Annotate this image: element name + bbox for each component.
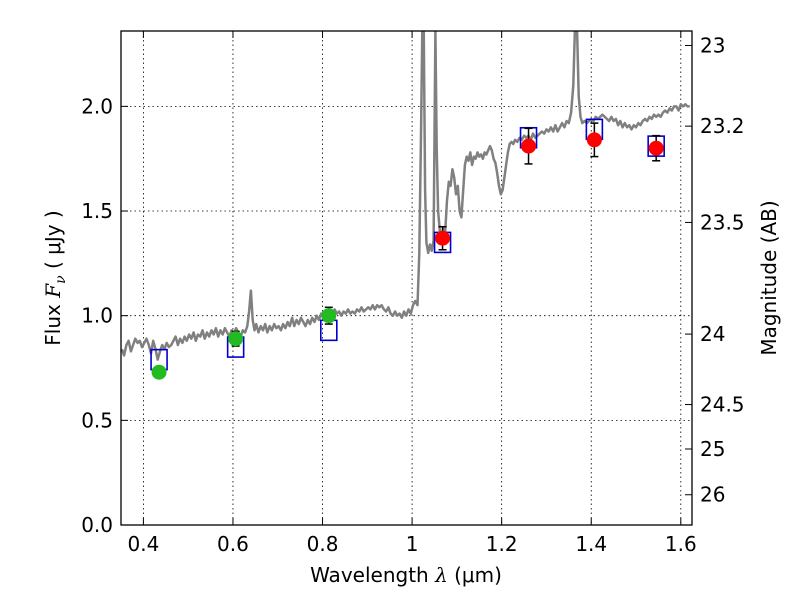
y-tick-label: 0.5 bbox=[81, 408, 113, 432]
grid-lines bbox=[121, 31, 692, 525]
data-point-infrared bbox=[648, 140, 664, 156]
axis-ticks: 0.4 0.6 0.8 1 1.2 1.4 1.6 0.0 0.5 1.0 1.5 2.0 23 23.2… bbox=[81, 31, 745, 556]
y-tick-label: 1.5 bbox=[81, 199, 113, 223]
mag-tick-label: 24 bbox=[700, 322, 725, 346]
y-tick-label: 0.0 bbox=[81, 513, 113, 537]
data-point-optical bbox=[321, 308, 337, 324]
x-tick-label: 1.4 bbox=[575, 532, 607, 556]
data-point-infrared bbox=[586, 132, 602, 148]
data-point-infrared bbox=[435, 230, 451, 246]
y-axis-label: Flux Fν ( μJy ) bbox=[41, 210, 69, 345]
x-axis-label: Wavelength λ (μm) bbox=[310, 563, 502, 587]
y-tick-label: 2.0 bbox=[81, 94, 113, 118]
plot-background bbox=[121, 31, 692, 525]
mag-tick-label: 23.5 bbox=[700, 210, 745, 234]
plot-frame bbox=[120, 30, 693, 526]
data-point-optical bbox=[228, 331, 244, 347]
x-tick-label: 0.4 bbox=[127, 532, 159, 556]
model-spectrum-line bbox=[121, 31, 690, 361]
mag-tick-label: 24.5 bbox=[700, 393, 745, 417]
y-tick-label: 1.0 bbox=[81, 304, 113, 328]
data-point-optical bbox=[151, 364, 167, 380]
data-point-infrared bbox=[521, 138, 537, 154]
x-tick-label: 1.2 bbox=[486, 532, 518, 556]
x-tick-label: 0.6 bbox=[217, 532, 249, 556]
y2-axis-label: Magnitude (AB) bbox=[757, 200, 781, 355]
mag-tick-label: 26 bbox=[700, 483, 725, 507]
x-tick-label: 1.6 bbox=[665, 532, 697, 556]
mag-tick-label: 23.2 bbox=[700, 114, 745, 138]
x-tick-label: 1 bbox=[406, 532, 419, 556]
mag-tick-label: 25 bbox=[700, 437, 725, 461]
x-tick-label: 0.8 bbox=[307, 532, 339, 556]
observed-photometry bbox=[151, 122, 664, 380]
mag-tick-label: 23 bbox=[700, 33, 725, 57]
